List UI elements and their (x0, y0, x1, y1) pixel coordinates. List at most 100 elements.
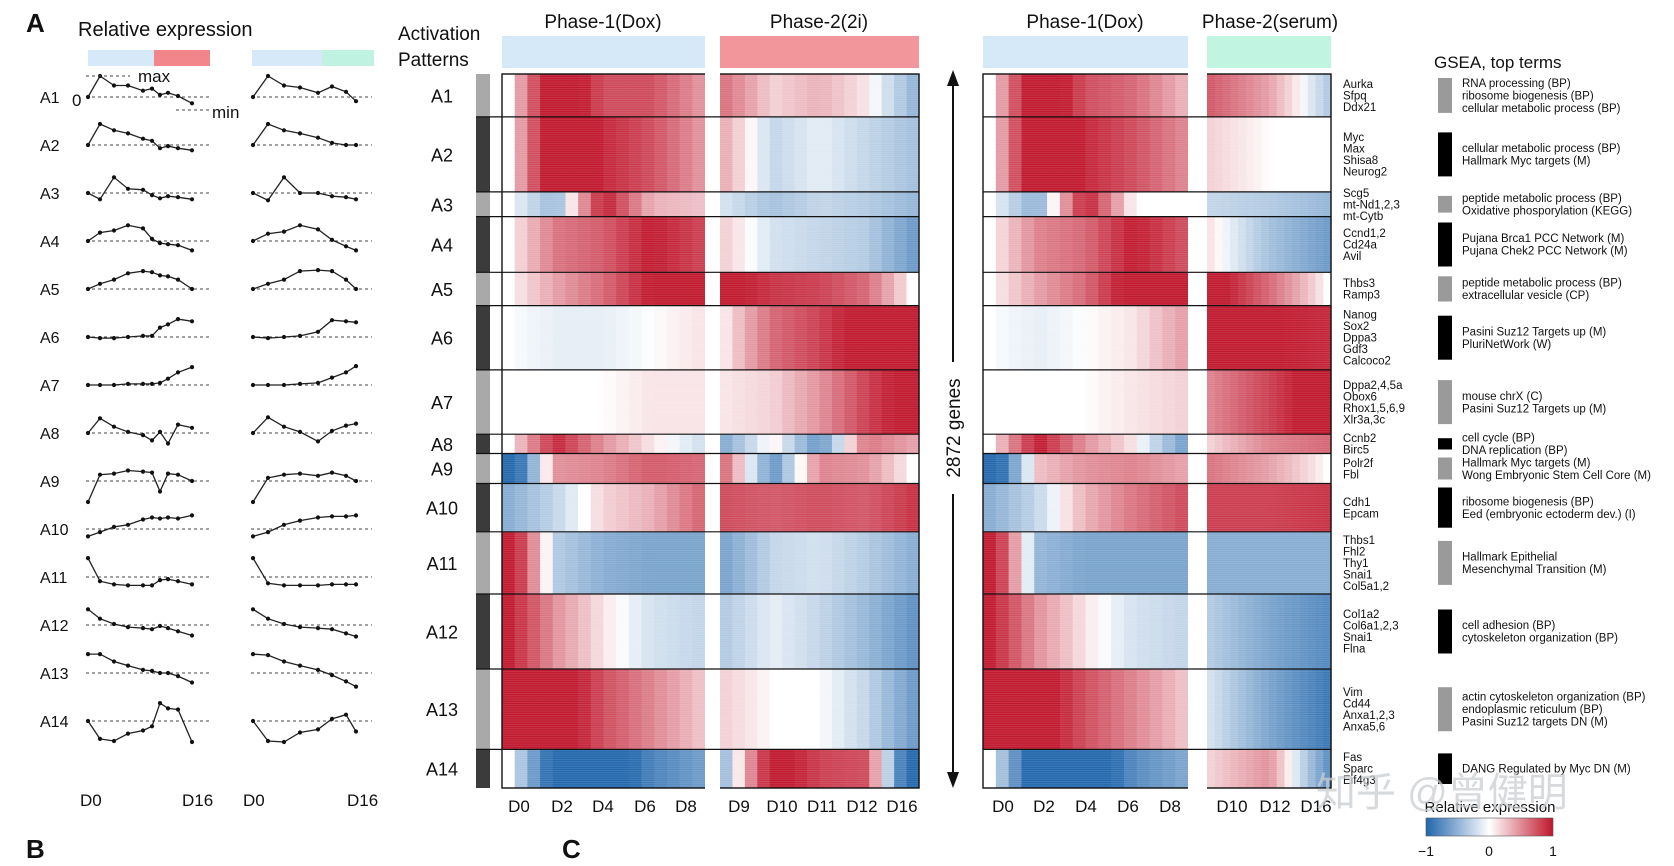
profile-point (140, 381, 146, 386)
profile-point (281, 659, 287, 664)
gsea-bar-a3 (1438, 195, 1452, 213)
gsea-bar-a13 (1438, 687, 1452, 732)
profile-point (85, 430, 91, 436)
profile-point (343, 679, 349, 684)
profile-point (297, 223, 303, 228)
profile-point (281, 424, 287, 429)
profile-point (111, 128, 117, 133)
right-tick-label: D2 (1033, 797, 1055, 816)
heatmaps (501, 73, 1332, 789)
profile-point (97, 336, 103, 341)
profile-point (250, 499, 256, 505)
profile-point (189, 365, 195, 370)
profile-line-right (252, 75, 357, 102)
profile-point (97, 530, 103, 535)
profile-pattern-label: A1 (40, 90, 60, 107)
profile-point (85, 607, 91, 612)
profile-point (111, 175, 117, 180)
profile-point (265, 382, 271, 388)
profile-point (111, 83, 117, 88)
gsea-bar-a10 (1438, 487, 1452, 528)
profile-point (157, 623, 163, 629)
profile-point (140, 88, 146, 93)
profile-point (165, 194, 171, 199)
pattern-bar-a1 (476, 74, 490, 117)
profile-point (157, 196, 163, 201)
profile-point (281, 175, 287, 180)
profile-point (265, 231, 271, 236)
profile-point (85, 94, 91, 100)
profile-line-right (252, 653, 357, 688)
profile-point (111, 582, 117, 587)
activation-pattern-sidebar: A1 A2 A3 A4 A5 A6 A7 A8 A9 A10 A11 A12 A13 A14 (426, 74, 490, 788)
right-tick-label: D8 (1159, 797, 1181, 816)
heatmap-row-texture (502, 74, 705, 788)
gsea-term: cell cycle (BP) (1462, 433, 1535, 445)
pattern-label-a11: A11 (427, 554, 458, 574)
pattern-bar-a12 (476, 594, 490, 669)
right-tick-label: D10 (1216, 797, 1247, 816)
gene-label: Vim (1343, 687, 1363, 699)
profile-line-right (252, 514, 357, 538)
profile-point (125, 731, 131, 736)
profile-point (149, 381, 155, 386)
gene-label: Avil (1343, 251, 1361, 263)
profile-point (149, 724, 155, 729)
profile-point (353, 99, 359, 104)
profile-point (315, 190, 321, 196)
profile-point (140, 667, 146, 673)
profile-point (343, 244, 349, 249)
profile-point (125, 663, 131, 668)
min-label: min (212, 103, 239, 122)
profile-point (125, 223, 131, 228)
gsea-term: cytoskeleton organization (BP) (1462, 633, 1618, 645)
gsea-term: peptide metabolic process (BP) (1462, 193, 1622, 205)
zero-label: 0 (72, 91, 81, 110)
gsea-term: cellular metabolic process (BP) (1462, 103, 1621, 115)
cluster-dividers (476, 116, 1331, 751)
gsea-bar-a12 (1438, 609, 1452, 654)
profile-pattern-label: A14 (40, 714, 69, 731)
profile-point (165, 471, 171, 476)
profile-point (250, 534, 256, 539)
gsea-term: Hallmark Myc targets (M) (1462, 156, 1591, 168)
profile-point (329, 514, 335, 519)
watermark: 知乎 @曾健明 (1316, 771, 1568, 815)
gsea-term: PluriNetWork (W) (1462, 339, 1551, 351)
profile-point (125, 625, 131, 630)
gene-label: Flna (1343, 644, 1366, 656)
gene-label: Snai1 (1343, 569, 1372, 581)
profile-point (140, 728, 146, 733)
profile-point (353, 320, 359, 325)
gene-label: Calcoco2 (1343, 356, 1391, 368)
gene-label: Myc (1343, 132, 1364, 144)
profile-line-right (252, 224, 357, 252)
max-label: max (138, 67, 171, 86)
profile-point (265, 121, 271, 127)
profile-point (140, 269, 146, 274)
pattern-label-a9: A9 (431, 460, 453, 480)
profile-pattern-label: A5 (40, 282, 60, 299)
profile-point (281, 128, 287, 133)
profile-point (353, 478, 359, 484)
right-tick-label: D12 (1259, 797, 1290, 816)
profile-point (281, 621, 287, 627)
profile-point (315, 268, 321, 273)
profile-line-left (87, 702, 193, 743)
profile-point (265, 738, 271, 744)
profile-point (85, 382, 91, 388)
pattern-label-a6: A6 (431, 329, 453, 349)
profile-point (97, 472, 103, 477)
profile-point (265, 73, 271, 79)
panel-letter-b: B (26, 834, 45, 864)
profile-point (329, 673, 335, 678)
profile-point (265, 475, 271, 480)
activation-title-line1: Activation (398, 24, 480, 45)
profile-point (175, 516, 181, 521)
profile-point (157, 241, 163, 246)
gsea-title: GSEA, top terms (1434, 53, 1562, 72)
gsea-term: DANG Regulated by Myc DN (M) (1462, 764, 1631, 776)
profile-point (157, 273, 163, 278)
heatmap-right-phase2 (1207, 74, 1332, 789)
profile-point (315, 90, 321, 95)
